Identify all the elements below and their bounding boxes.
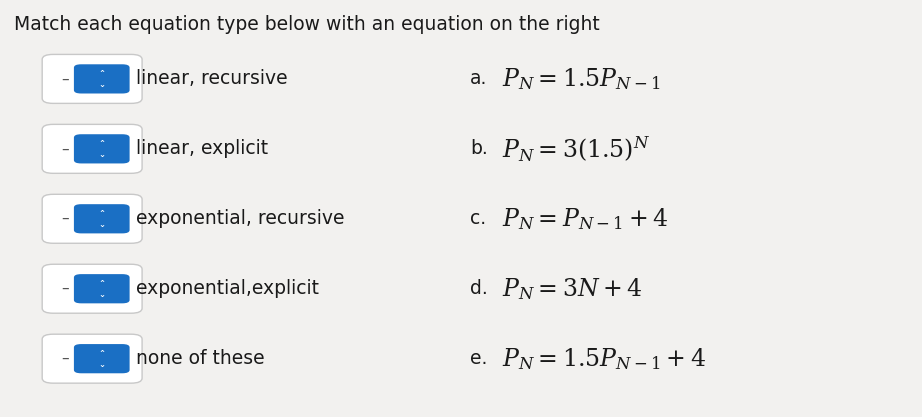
Text: linear, recursive: linear, recursive (136, 69, 288, 88)
Text: –: – (61, 351, 69, 366)
FancyBboxPatch shape (74, 134, 130, 163)
FancyBboxPatch shape (74, 344, 130, 373)
Text: $P_N = 1.5P_{N-1}$: $P_N = 1.5P_{N-1}$ (502, 66, 661, 92)
FancyBboxPatch shape (74, 274, 130, 303)
FancyBboxPatch shape (42, 124, 142, 173)
Text: none of these: none of these (136, 349, 265, 368)
Text: ⌃: ⌃ (99, 279, 105, 288)
Text: ⌄: ⌄ (99, 150, 105, 159)
Text: ⌄: ⌄ (99, 289, 105, 299)
Text: ⌄: ⌄ (99, 220, 105, 229)
Text: $P_N = 3N + 4$: $P_N = 3N + 4$ (502, 276, 643, 301)
FancyBboxPatch shape (42, 54, 142, 103)
Text: ⌃: ⌃ (99, 349, 105, 358)
Text: c.: c. (470, 209, 486, 228)
Text: $P_N = 3(1.5)^N$: $P_N = 3(1.5)^N$ (502, 134, 651, 163)
Text: b.: b. (470, 139, 488, 158)
Text: –: – (61, 211, 69, 226)
FancyBboxPatch shape (42, 194, 142, 243)
Text: –: – (61, 71, 69, 86)
FancyBboxPatch shape (42, 334, 142, 383)
Text: ⌃: ⌃ (99, 69, 105, 78)
FancyBboxPatch shape (42, 264, 142, 313)
Text: $P_N = P_{N-1} + 4$: $P_N = P_{N-1} + 4$ (502, 206, 668, 232)
Text: exponential, recursive: exponential, recursive (136, 209, 344, 228)
Text: –: – (61, 141, 69, 156)
Text: ⌄: ⌄ (99, 359, 105, 369)
Text: ⌃: ⌃ (99, 209, 105, 218)
Text: e.: e. (470, 349, 488, 368)
Text: exponential,explicit: exponential,explicit (136, 279, 319, 298)
Text: ⌃: ⌃ (99, 139, 105, 148)
Text: linear, explicit: linear, explicit (136, 139, 267, 158)
Text: –: – (61, 281, 69, 296)
FancyBboxPatch shape (74, 64, 130, 93)
Text: a.: a. (470, 69, 488, 88)
Text: ⌄: ⌄ (99, 80, 105, 89)
FancyBboxPatch shape (74, 204, 130, 234)
Text: Match each equation type below with an equation on the right: Match each equation type below with an e… (14, 15, 599, 34)
Text: d.: d. (470, 279, 488, 298)
Text: $P_N = 1.5P_{N-1} + 4$: $P_N = 1.5P_{N-1} + 4$ (502, 346, 706, 372)
